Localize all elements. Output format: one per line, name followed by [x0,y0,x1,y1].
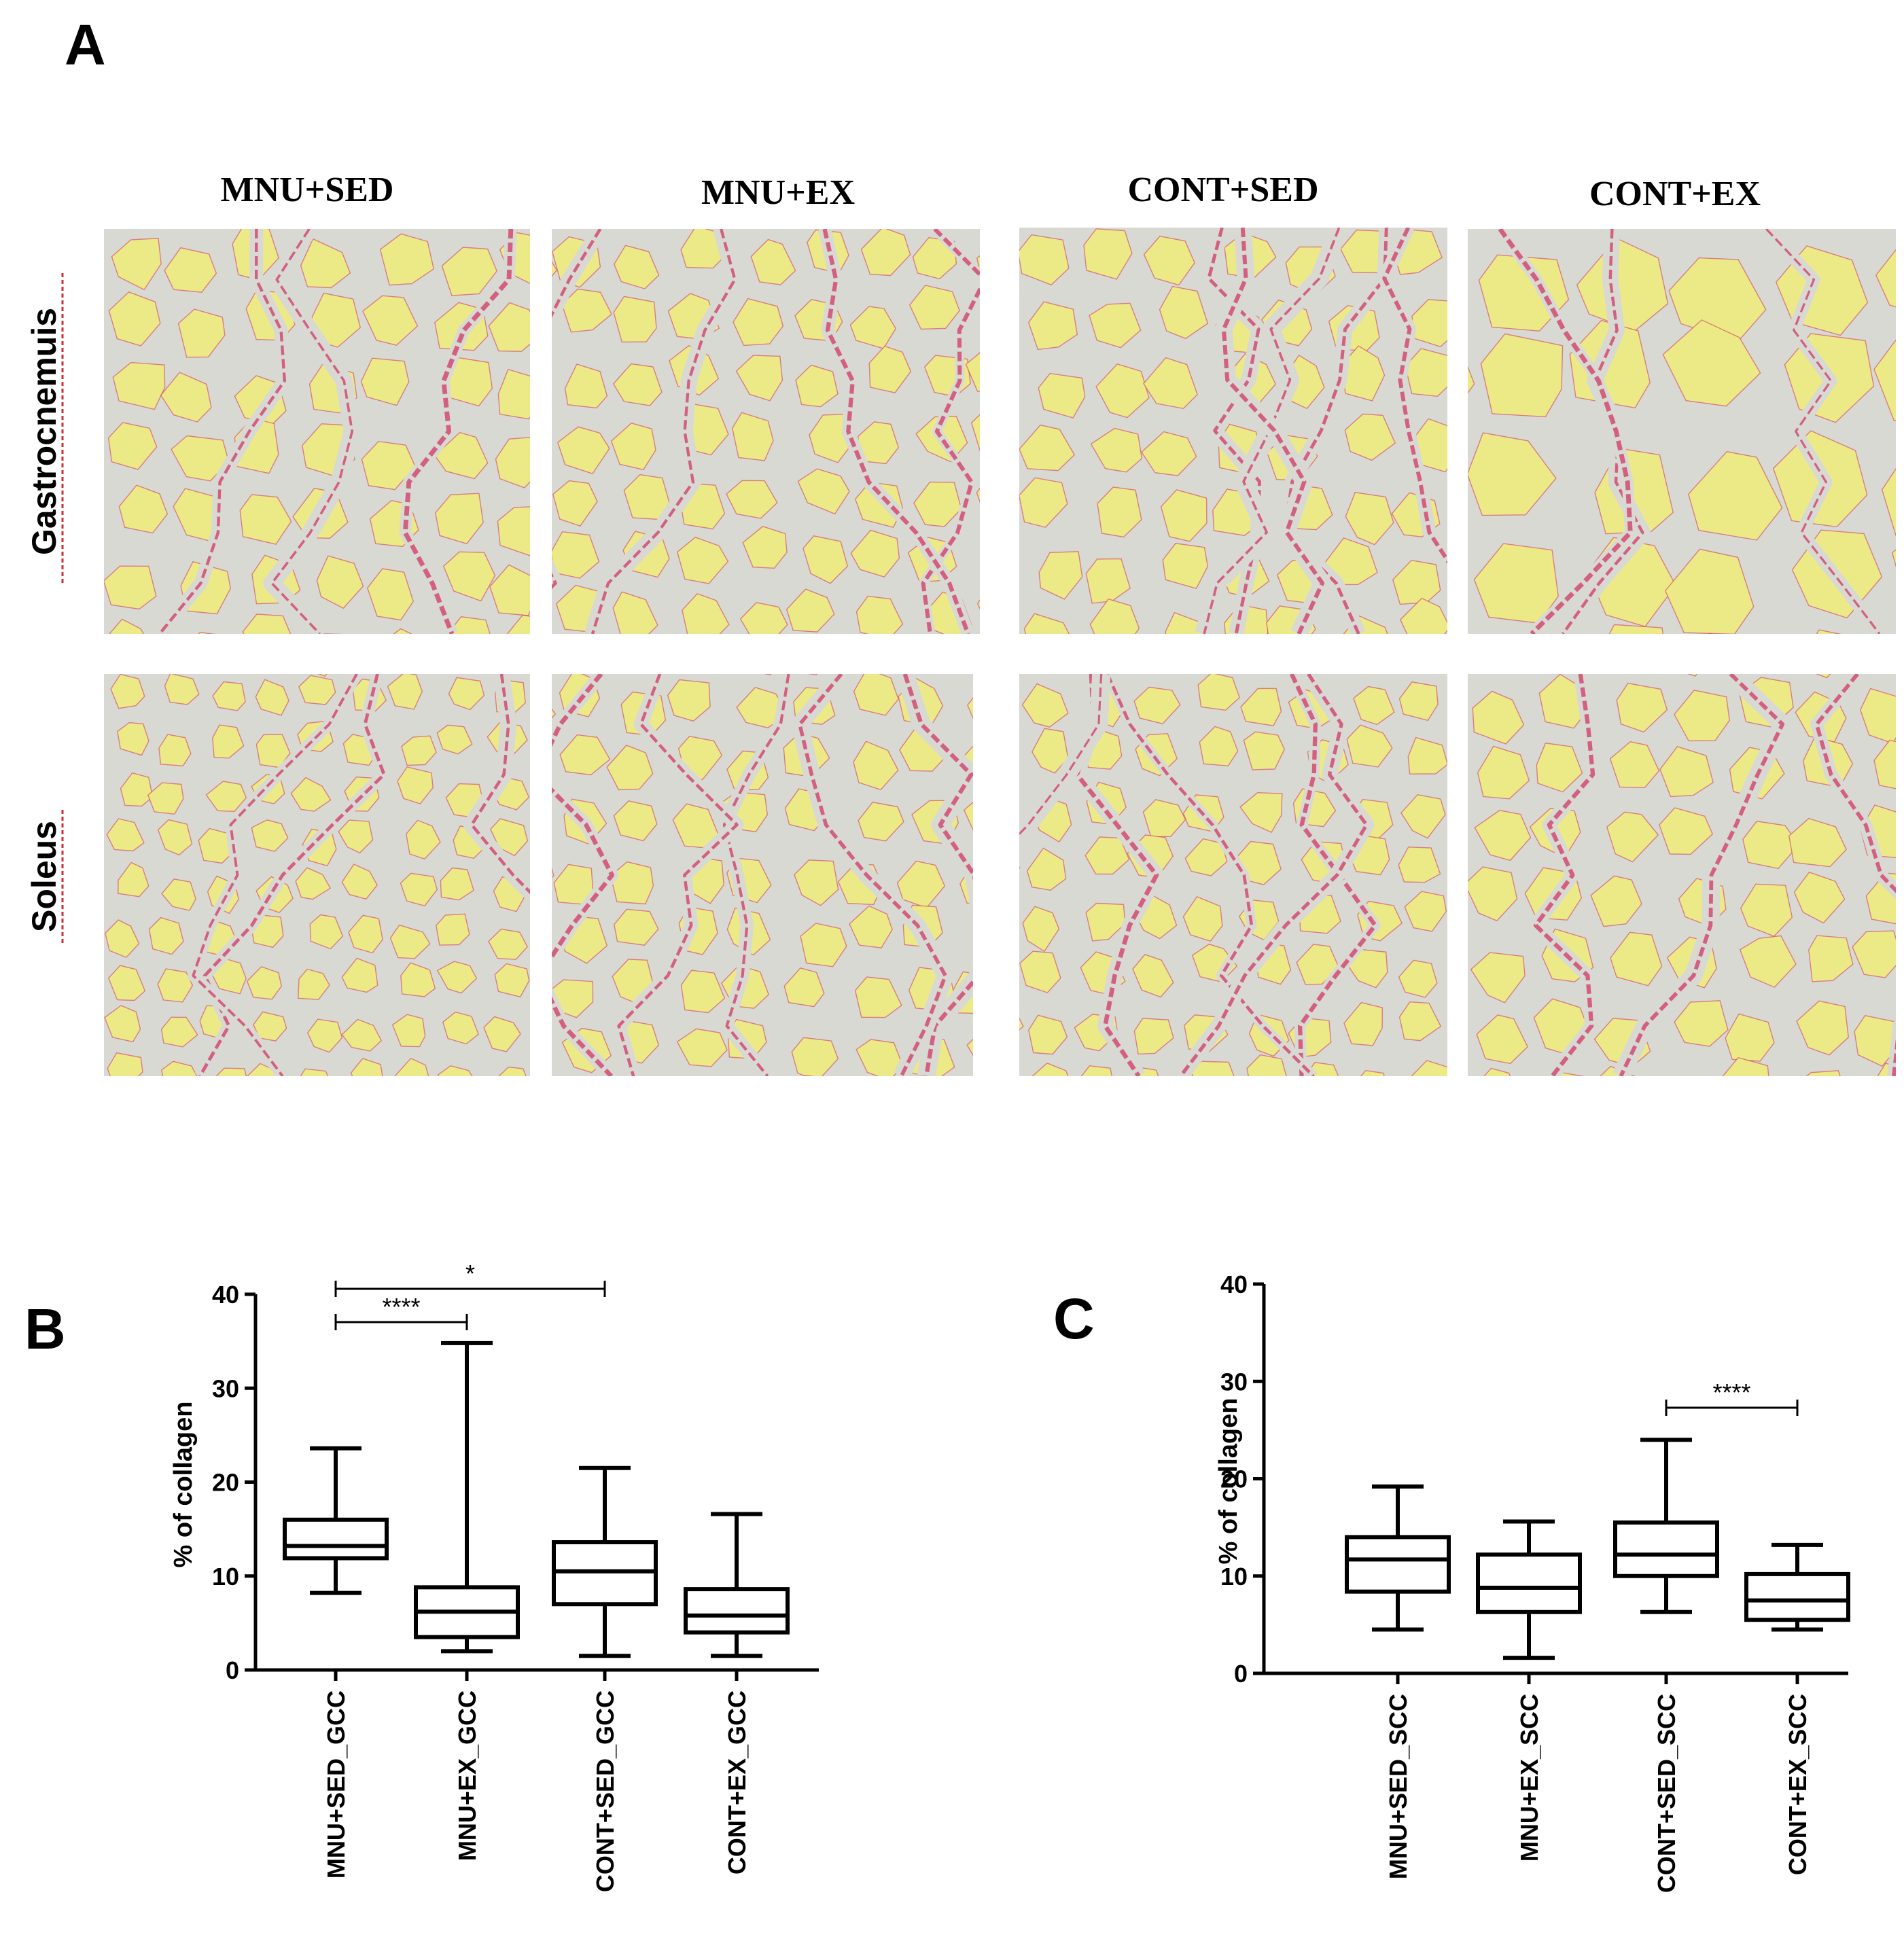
micrograph-gastrocnemius-mnu-ex [552,229,980,634]
y-tick-label: 10 [212,1563,239,1590]
x-tick-label: CONT+SED_SCC [1653,1694,1680,1893]
significance-bracket: **** [1665,1378,1799,1416]
significance-label: * [465,1260,475,1287]
box-CONT+EX_GCC [684,1512,790,1658]
y-tick-label: 20 [212,1469,239,1497]
y-axis-label: % of collagen [169,1402,198,1568]
box-MNU+SED_SCC [1345,1484,1451,1632]
column-title-mnu-sed: MNU+SED [221,171,394,209]
column-title-mnu-ex: MNU+EX [701,173,855,212]
box-MNU+SED_GCC [283,1446,389,1595]
panel-letter-a: A [65,13,106,77]
y-tick-label: 10 [1220,1563,1248,1590]
y-tick-label: 0 [226,1656,239,1684]
y-tick-label: 40 [1220,1270,1248,1298]
box-iqr [684,1587,790,1635]
x-tick-label: CONT+SED_GCC [591,1690,619,1892]
y-tick-label: 40 [212,1281,239,1309]
box-iqr [1744,1571,1850,1622]
significance-label: **** [1712,1378,1750,1406]
y-tick-label: 30 [212,1374,239,1402]
y-tick-label: 20 [1220,1465,1248,1493]
y-tick-label: 30 [1220,1368,1248,1395]
x-tick-label: CONT+EX_SCC [1784,1694,1812,1875]
box-iqr [1613,1520,1719,1578]
box-iqr [1476,1552,1582,1614]
column-title-cont-sed: CONT+SED [1127,171,1318,209]
y-axis-label: % of collagen [1214,1398,1243,1565]
x-tick-label: MNU+EX_SCC [1515,1694,1543,1862]
x-tick-label: MNU+SED_GCC [322,1690,350,1879]
row-title-gastrocnemius: Gastrocnemuis [25,308,63,555]
box-CONT+SED_SCC [1613,1438,1719,1614]
micrograph-gastrocnemius-cont-sed [1019,228,1447,634]
row-title-soleus: Soleus [25,821,63,932]
panel-letter-b: B [24,1297,66,1361]
box-MNU+EX_SCC [1476,1519,1582,1660]
significance-bracket: **** [334,1293,468,1330]
column-title-cont-ex: CONT+EX [1589,175,1761,213]
y-tick-label: 0 [1234,1660,1248,1688]
x-tick-label: CONT+EX_GCC [723,1690,751,1874]
panel-c-chart: C % of collagen 0 10 20 30 40 MNU+SED_SCC MNU+E… [1053,1270,1850,1893]
box-CONT+EX_SCC [1744,1542,1850,1632]
x-tick-label: MNU+SED_SCC [1384,1694,1412,1879]
micrograph-soleus-cont-sed [1019,674,1447,1076]
panel-letter-c: C [1053,1287,1095,1351]
micrograph-soleus-cont-ex [1468,674,1896,1076]
micrograph-soleus-mnu-ex [552,674,973,1076]
box-CONT+SED_GCC [552,1465,658,1658]
micrograph-gastrocnemius-mnu-sed [104,229,530,634]
box-iqr [283,1517,389,1561]
significance-label: **** [382,1293,420,1321]
box-MNU+EX_GCC [414,1340,520,1654]
x-tick-label: MNU+EX_GCC [453,1690,481,1861]
panel-b-chart: B % of collagen 0 10 20 30 40 MNU+SED_GCC MNU+E… [24,1260,819,1892]
panel-a-micrographs: A MNU+SED MNU+EX CONT+SED CONT+EX Gastro… [25,13,1896,1076]
box-iqr [1345,1535,1451,1594]
micrograph-soleus-mnu-sed [104,674,530,1076]
significance-bracket: * [334,1260,606,1297]
micrograph-gastrocnemius-cont-ex [1468,229,1896,634]
